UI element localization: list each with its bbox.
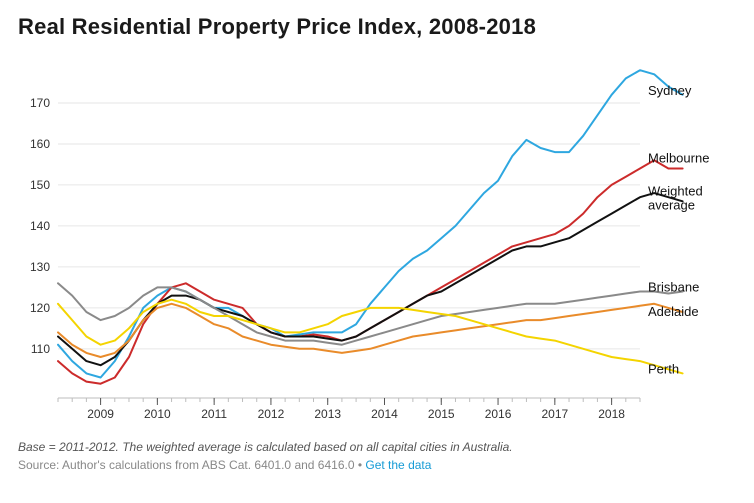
source-separator: •	[355, 458, 366, 472]
svg-text:Sydney: Sydney	[648, 83, 692, 98]
svg-text:140: 140	[30, 219, 50, 233]
svg-text:2011: 2011	[201, 407, 227, 421]
svg-text:160: 160	[30, 137, 50, 151]
svg-text:110: 110	[31, 342, 50, 356]
svg-text:2014: 2014	[371, 407, 398, 421]
chart-source: Source: Author's calculations from ABS C…	[18, 458, 355, 472]
svg-text:130: 130	[30, 260, 50, 274]
svg-text:120: 120	[30, 301, 50, 315]
svg-text:Perth: Perth	[648, 361, 679, 376]
chart-title: Real Residential Property Price Index, 2…	[18, 14, 736, 40]
svg-text:2018: 2018	[598, 407, 625, 421]
svg-text:2010: 2010	[144, 407, 171, 421]
svg-text:Weighted: Weighted	[648, 183, 703, 198]
svg-text:170: 170	[30, 96, 50, 110]
svg-text:2015: 2015	[428, 407, 455, 421]
svg-text:2013: 2013	[314, 407, 341, 421]
svg-text:2009: 2009	[87, 407, 114, 421]
line-chart: 110 120 130 140 150 160 170 2009 2010 2011 2012 201…	[18, 52, 736, 432]
svg-text:2016: 2016	[485, 407, 512, 421]
svg-text:average: average	[648, 197, 695, 212]
svg-text:Adelaide: Adelaide	[648, 304, 699, 319]
svg-text:Brisbane: Brisbane	[648, 279, 699, 294]
svg-text:Melbourne: Melbourne	[648, 150, 709, 165]
svg-text:2012: 2012	[258, 407, 285, 421]
get-data-link[interactable]: Get the data	[365, 458, 431, 472]
svg-text:150: 150	[30, 178, 50, 192]
svg-text:2017: 2017	[541, 407, 568, 421]
chart-footnote: Base = 2011-2012. The weighted average i…	[18, 438, 736, 456]
